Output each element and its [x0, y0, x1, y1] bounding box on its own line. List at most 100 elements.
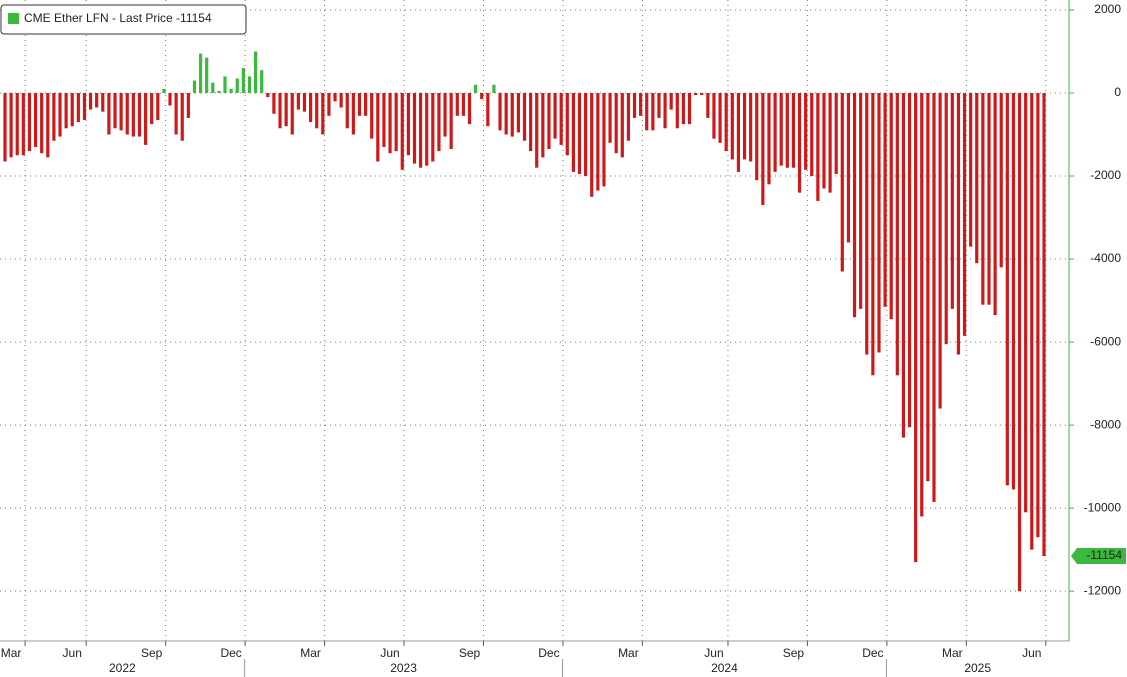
bar: [1036, 92, 1040, 538]
bar: [571, 92, 575, 172]
bar: [156, 92, 160, 120]
bar: [455, 92, 459, 116]
bar: [186, 92, 190, 118]
bar: [645, 92, 649, 131]
bar: [932, 92, 936, 502]
bar: [302, 92, 307, 112]
bar: [975, 92, 979, 264]
last-value-label: -11154: [1086, 548, 1122, 562]
x-tick-label: Dec: [862, 646, 883, 660]
x-tick-label: Dec: [538, 646, 559, 660]
bar: [852, 92, 857, 318]
bar: [535, 92, 539, 168]
bar: [467, 92, 472, 125]
bar: [510, 92, 514, 137]
bar: [920, 92, 924, 517]
bar: [657, 92, 661, 118]
bar: [1042, 92, 1046, 557]
y-tick-label: 0: [1114, 85, 1121, 99]
bar: [211, 82, 215, 93]
bar: [449, 92, 453, 150]
bar: [357, 92, 362, 116]
bar: [529, 92, 533, 152]
bar: [419, 92, 423, 168]
bar: [889, 92, 893, 320]
bar: [492, 84, 496, 93]
bar: [82, 92, 87, 120]
legend-label: CME Ether LFN - Last Price -11154: [24, 11, 212, 25]
bar: [394, 92, 398, 152]
bar: [712, 92, 716, 139]
bar: [871, 92, 875, 376]
legend: CME Ether LFN - Last Price -11154: [0, 4, 247, 35]
bar: [773, 92, 777, 172]
bar: [718, 92, 722, 143]
bar: [675, 92, 679, 129]
bar: [907, 92, 912, 428]
bar: [95, 92, 99, 108]
bar: [755, 92, 759, 181]
bar: [620, 92, 624, 158]
bar: [944, 92, 948, 345]
bar: [351, 92, 355, 135]
bar: [15, 92, 19, 156]
x-tick-label: Mar: [1, 646, 22, 660]
bar: [663, 92, 667, 129]
bar: [1011, 92, 1016, 490]
bar: [412, 92, 417, 164]
y-tick-label: 2000: [1094, 2, 1121, 16]
bar: [266, 92, 270, 98]
bar: [315, 92, 319, 129]
bar: [779, 92, 783, 166]
bar: [859, 92, 863, 309]
bar: [9, 92, 13, 158]
bar: [565, 92, 569, 156]
bar: [639, 92, 643, 116]
bar: [162, 88, 166, 93]
bar: [235, 78, 239, 93]
bar: [205, 57, 209, 93]
bar: [791, 92, 796, 168]
bar: [223, 76, 227, 93]
bar: [260, 70, 264, 93]
bar: [125, 92, 129, 135]
bar: [406, 92, 410, 156]
bar: [241, 68, 245, 93]
bar: [694, 92, 698, 96]
legend-box: [0, 4, 247, 35]
bar: [498, 92, 502, 131]
bar: [938, 92, 942, 409]
y-tick-label: -8000: [1090, 417, 1121, 431]
bar: [88, 92, 93, 110]
bar: [400, 92, 404, 170]
bar: [253, 51, 258, 93]
bar: [969, 92, 973, 247]
bar: [40, 92, 44, 154]
bar: [602, 92, 606, 187]
bar: [180, 92, 184, 141]
bar: [474, 84, 478, 93]
bar: [58, 92, 62, 137]
y-tick-label: -2000: [1090, 168, 1121, 182]
bar: [46, 92, 50, 158]
bar: [345, 92, 349, 129]
bar: [443, 92, 447, 137]
bar: [150, 92, 154, 125]
bar: [278, 92, 282, 129]
bar: [119, 92, 123, 131]
bar: [388, 92, 392, 154]
bar: [516, 92, 520, 133]
bar: [137, 92, 142, 137]
bar: [504, 92, 508, 135]
bar: [290, 92, 294, 135]
bar: [333, 92, 337, 102]
bar: [1024, 92, 1028, 513]
y-tick-label: -12000: [1084, 583, 1122, 597]
bar: [877, 92, 881, 353]
bar: [131, 92, 135, 137]
x-tick-label: Sep: [459, 646, 481, 660]
bar: [584, 92, 588, 177]
legend-swatch: [8, 13, 19, 24]
